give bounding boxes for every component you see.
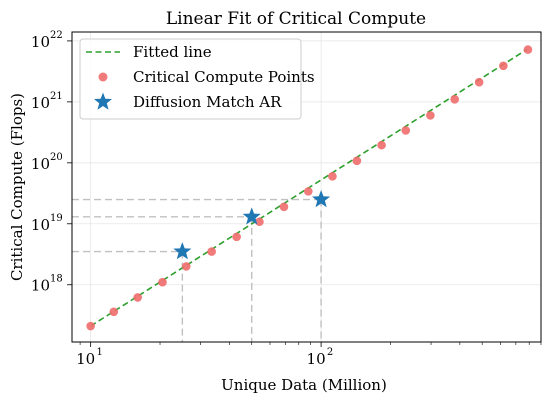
legend: Fitted line Critical Compute Points Diff… bbox=[79, 38, 315, 120]
critical-compute-point bbox=[255, 217, 264, 227]
x-tick-label: 10 bbox=[307, 350, 326, 368]
critical-compute-point bbox=[523, 45, 533, 54]
critical-points-series bbox=[86, 45, 533, 331]
x-tick-label: 10 bbox=[76, 350, 95, 368]
critical-compute-point bbox=[474, 77, 484, 87]
y-tick-label: 10 bbox=[31, 216, 50, 234]
critical-compute-point bbox=[499, 61, 508, 71]
diffusion-match-star bbox=[312, 190, 331, 208]
critical-compute-point bbox=[109, 307, 119, 317]
x-tick-exponent: 1 bbox=[96, 347, 102, 358]
x-axis: 10 1 10 2 bbox=[76, 342, 542, 368]
critical-compute-point bbox=[158, 277, 167, 287]
chart-title: Linear Fit of Critical Compute bbox=[166, 9, 426, 29]
critical-compute-point bbox=[401, 126, 411, 135]
critical-compute-point bbox=[426, 111, 435, 120]
legend-box bbox=[79, 38, 302, 120]
legend-fitted-line-label: Fitted line bbox=[133, 43, 212, 61]
x-axis-label: Unique Data (Million) bbox=[221, 376, 387, 394]
legend-critical-points-label: Critical Compute Points bbox=[133, 68, 315, 86]
y-tick-label: 10 bbox=[31, 33, 50, 51]
x-tick-exponent: 2 bbox=[327, 347, 333, 358]
critical-compute-point bbox=[377, 140, 386, 150]
diffusion-match-star bbox=[242, 207, 261, 225]
y-tick-exponent: 18 bbox=[50, 274, 63, 285]
critical-compute-point bbox=[207, 247, 216, 256]
legend-critical-points-swatch bbox=[98, 72, 108, 82]
diffusion-match-series bbox=[173, 190, 331, 260]
y-tick-exponent: 20 bbox=[50, 152, 63, 163]
y-tick-exponent: 21 bbox=[50, 91, 63, 102]
critical-compute-point bbox=[133, 293, 142, 302]
y-tick-exponent: 19 bbox=[50, 213, 63, 224]
critical-compute-point bbox=[450, 95, 460, 104]
y-tick-label: 10 bbox=[31, 94, 50, 112]
critical-compute-point bbox=[328, 172, 337, 181]
critical-compute-point bbox=[181, 262, 191, 271]
y-tick-label: 10 bbox=[31, 277, 50, 295]
reference-lines bbox=[72, 198, 322, 342]
legend-diffusion-match-swatch bbox=[93, 92, 113, 110]
critical-compute-point bbox=[86, 321, 95, 331]
y-tick-exponent: 22 bbox=[50, 30, 63, 41]
critical-compute-point bbox=[304, 187, 313, 196]
critical-compute-point bbox=[232, 232, 241, 242]
critical-compute-point bbox=[352, 156, 362, 166]
critical-compute-point bbox=[279, 202, 289, 212]
y-tick-label: 10 bbox=[31, 155, 50, 173]
y-axis-label: Critical Compute (Flops) bbox=[8, 93, 26, 281]
legend-diffusion-match-label: Diffusion Match AR bbox=[133, 93, 282, 111]
plot-frame bbox=[71, 31, 542, 343]
diffusion-match-star bbox=[173, 242, 192, 260]
